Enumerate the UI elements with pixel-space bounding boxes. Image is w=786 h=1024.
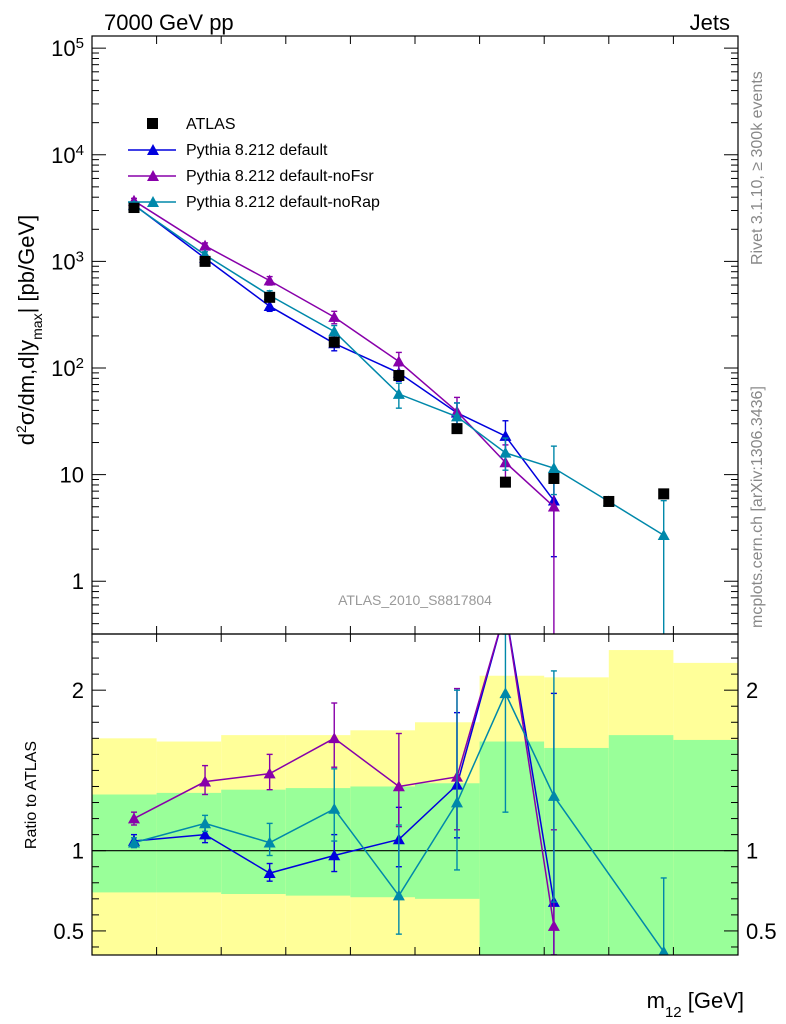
ratio-band-green — [350, 786, 415, 898]
main-point-atlas — [499, 476, 511, 488]
ratio-ytick-label-left: 1 — [72, 839, 84, 864]
main-point-atlas — [548, 472, 560, 484]
process-label: Jets — [690, 10, 730, 35]
ratio-band-green — [415, 783, 480, 899]
legend-label-atlas: ATLAS — [186, 116, 236, 133]
main-ytick-label: 10 — [60, 463, 84, 488]
main-line-default — [133, 204, 555, 502]
main-point-norap — [450, 410, 463, 422]
ratio-point-norap — [328, 802, 341, 814]
ratio-point-norap — [499, 687, 512, 699]
ratio-point-nofsr — [263, 767, 276, 779]
ratio-ytick-label-right: 1 — [746, 839, 758, 864]
main-ytick-label: 105 — [51, 35, 84, 62]
ratio-point-norap — [199, 817, 212, 829]
main-point-default — [263, 300, 276, 311]
main-ytick-label: 102 — [51, 355, 84, 382]
main-line-norap — [133, 204, 665, 536]
legend-label-norap: Pythia 8.212 default-noRap — [186, 194, 380, 211]
ratio-band-green — [544, 747, 609, 955]
ratio-point-norap — [658, 945, 669, 955]
ratio-point-default — [328, 849, 341, 861]
ratio-point-norap — [127, 836, 140, 848]
main-ytick-label: 1 — [72, 569, 84, 594]
main-point-atlas — [603, 495, 615, 507]
main-point-nofsr — [199, 239, 212, 251]
main-series-default — [127, 198, 560, 558]
main-point-nofsr — [263, 274, 276, 286]
main-point-atlas — [451, 423, 463, 435]
ratio-ytick-label-left: 0.5 — [53, 919, 84, 944]
main-point-atlas — [328, 336, 340, 348]
main-point-norap — [657, 529, 670, 541]
ratio-point-norap — [547, 790, 560, 801]
mcplots-source-label: mcplots.cern.ch [arXiv:1306.3436] — [749, 386, 766, 628]
main-point-nofsr — [328, 311, 341, 322]
rivet-version-label: Rivet 3.1.10, ≥ 300k events — [749, 71, 766, 265]
ratio-band-green — [608, 735, 674, 955]
main-ytick-label: 103 — [51, 248, 84, 275]
ratio-ytick-label-right: 2 — [746, 678, 758, 703]
main-point-norap — [328, 325, 341, 337]
legend-marker-default — [147, 144, 159, 155]
main-ytick-label: 104 — [51, 141, 84, 168]
main-point-atlas — [393, 370, 405, 382]
legend-marker-norap — [147, 196, 159, 207]
legend-marker-atlas — [147, 118, 158, 129]
legend-marker-nofsr — [147, 170, 159, 181]
ratio-band-green — [221, 789, 286, 895]
main-point-nofsr — [547, 500, 560, 512]
x-axis-label: m12 [GeV] — [647, 988, 744, 1021]
ratio-point-norap — [392, 889, 405, 901]
ratio-point-norap — [450, 796, 463, 808]
legend-label-nofsr: Pythia 8.212 default-noFsr — [186, 168, 374, 185]
main-point-atlas — [658, 488, 670, 500]
collision-energy-label: 7000 GeV pp — [104, 10, 234, 35]
ratio-point-nofsr — [199, 775, 212, 787]
analysis-id-label: ATLAS_2010_S8817804 — [338, 592, 492, 608]
main-series-nofsr — [127, 194, 560, 634]
ratio-band-green — [673, 739, 738, 955]
ratio-point-nofsr — [392, 780, 405, 792]
ratio-band-green — [156, 792, 222, 893]
main-series-atlas — [128, 202, 670, 507]
main-point-norap — [499, 446, 512, 458]
main-point-atlas — [199, 255, 211, 267]
ratio-line-nofsr — [133, 634, 555, 927]
ratio-point-default — [263, 867, 276, 878]
ratio-ytick-label-left: 2 — [72, 678, 84, 703]
main-point-atlas — [264, 291, 276, 303]
ratio-band-green — [92, 794, 157, 893]
main-line-nofsr — [133, 200, 555, 508]
main-point-norap — [547, 462, 560, 473]
ratio-ytick-label-right: 0.5 — [746, 919, 777, 944]
ratio-point-nofsr — [328, 732, 341, 744]
ratio-point-default — [199, 828, 212, 840]
main-point-norap — [392, 388, 405, 399]
legend-label-default: Pythia 8.212 default — [186, 142, 328, 159]
y-axis-label-ratio: Ratio to ATLAS — [23, 741, 40, 849]
ratio-band-green — [285, 788, 351, 896]
main-point-atlas — [128, 202, 140, 214]
ratio-point-nofsr — [127, 812, 140, 824]
ratio-point-norap — [263, 836, 276, 848]
ratio-point-nofsr — [547, 920, 560, 931]
main-point-nofsr — [392, 355, 405, 367]
ratio-band-green — [479, 741, 545, 955]
legend: ATLAS Pythia 8.212 default Pythia 8.212 … — [128, 116, 380, 211]
y-axis-label-main: d2σ/dm,d|ymax| [pb/GeV] — [13, 215, 45, 445]
ratio-series-norap — [127, 634, 669, 955]
